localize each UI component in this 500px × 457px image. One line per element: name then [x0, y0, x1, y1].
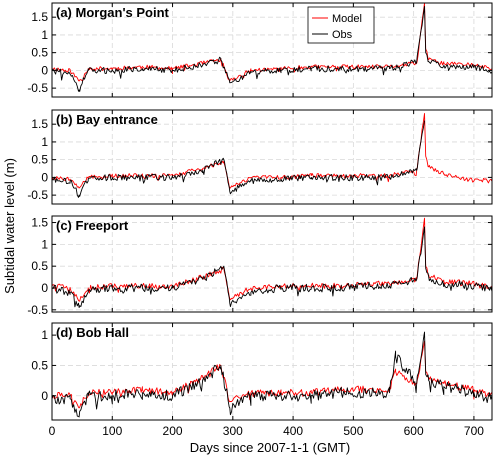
y-tick-label: 1.5: [31, 216, 48, 230]
panels: -0.5 0 0.5 1 1.5 (a) Morgan's Point -0.5 0 0.5 1 1…: [27, 2, 493, 438]
y-tick-label: 0: [41, 63, 48, 77]
series-obs-line: [52, 331, 492, 418]
y-tick-label: 1: [41, 135, 48, 149]
x-tick-label: 400: [283, 424, 303, 438]
axes-frame: [51, 2, 493, 98]
series: [52, 331, 492, 418]
x-tick-label: 600: [404, 424, 424, 438]
series-obs-line: [52, 226, 492, 309]
x-tick-labels: 0 100 200 300 400 500 600 700: [49, 424, 485, 438]
x-tick-label: 300: [223, 424, 243, 438]
panel-d: 0 0.5 1 (d) Bob Hall: [31, 322, 493, 421]
y-tick-label: 0: [41, 389, 48, 403]
legend-box: [307, 6, 375, 44]
y-axis-label: Subtidal water level (m): [2, 158, 17, 294]
axes-frame: [51, 215, 493, 313]
y-tick-label: 1.5: [31, 117, 48, 131]
x-tick-label: 100: [102, 424, 122, 438]
series: [52, 217, 492, 309]
y-tick-label: 0.5: [31, 259, 48, 273]
x-tick-label: 500: [343, 424, 363, 438]
panel-title: (a) Morgan's Point: [56, 5, 170, 20]
y-tick-label: -0.5: [27, 188, 48, 202]
y-tick-label: 1: [41, 328, 48, 342]
y-tick-label: 0.5: [31, 358, 48, 372]
series-model-line: [52, 340, 492, 409]
y-tick-label: 0.5: [31, 46, 48, 60]
series-obs-line: [52, 6, 492, 92]
series-obs-line: [52, 120, 425, 198]
series: [52, 3, 492, 92]
grid: [52, 3, 492, 97]
x-tick-label: 200: [163, 424, 183, 438]
x-tick-label: 700: [464, 424, 484, 438]
panel-title: (b) Bay entrance: [56, 112, 158, 127]
y-tick-label: 1: [41, 28, 48, 42]
x-axis-label: Days since 2007-1-1 (GMT): [190, 440, 350, 455]
y-tick-label: 0: [41, 281, 48, 295]
y-tick-label: 1.5: [31, 10, 48, 24]
y-tick-label: -0.5: [27, 303, 48, 317]
panel-title: (d) Bob Hall: [56, 325, 129, 340]
y-tick-label: 0: [41, 170, 48, 184]
panel-title: (c) Freeport: [56, 218, 129, 233]
axes-frame: [51, 322, 493, 421]
x-tick-label: 0: [49, 424, 56, 438]
series: [52, 113, 492, 198]
panel-a: -0.5 0 0.5 1 1.5 (a) Morgan's Point: [27, 2, 493, 98]
legend-label-model: Model: [332, 13, 362, 25]
panel-c: -0.5 0 0.5 1 1.5 (c) Freeport: [27, 215, 493, 317]
legend-label-obs: Obs: [332, 29, 353, 41]
legend: Model Obs: [307, 6, 375, 44]
y-tick-label: 0.5: [31, 153, 48, 167]
axes-frame: [51, 109, 493, 205]
panel-b: -0.5 0 0.5 1 1.5 (b) Bay entrance: [27, 109, 493, 205]
y-tick-label: 1: [41, 237, 48, 251]
y-tick-label: -0.5: [27, 81, 48, 95]
series-model-line: [52, 3, 492, 82]
